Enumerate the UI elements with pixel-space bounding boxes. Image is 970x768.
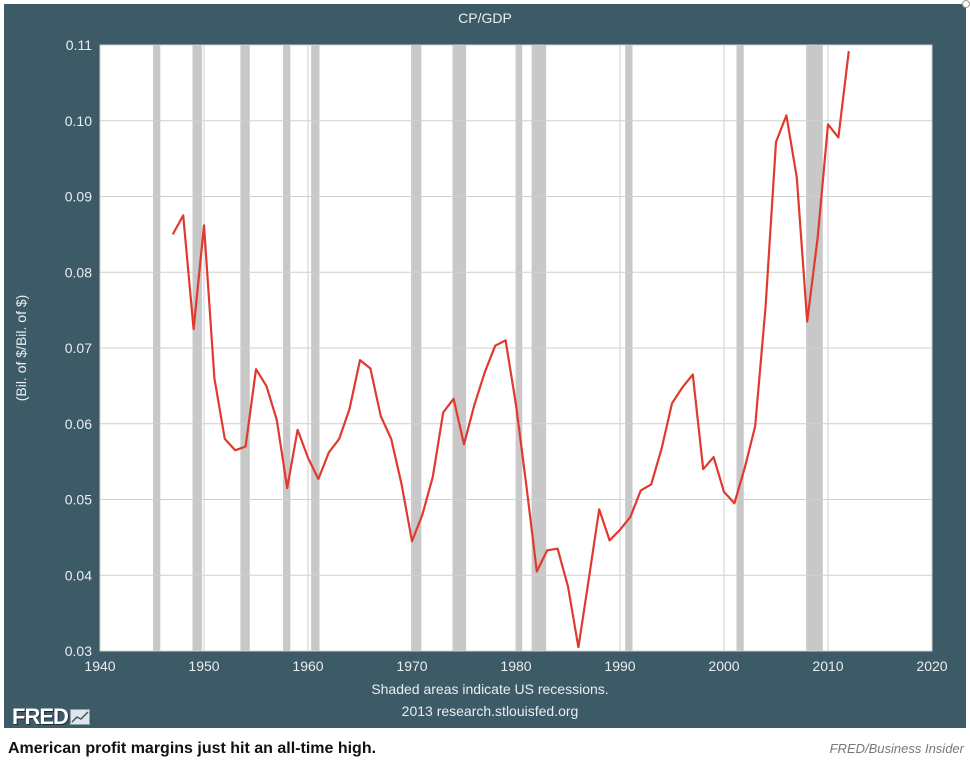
x-tick-label-2: 1960 [292, 658, 323, 674]
y-axis-label: (Bil. of $/Bil. of $) [13, 295, 29, 402]
chart-panel: 0.03 0.04 0.05 0.06 0.07 0.08 0.09 0.10 0.11 1940… [4, 4, 966, 730]
axis-ticks: 0.03 0.04 0.05 0.06 0.07 0.08 0.09 0.10 0.11 1940… [65, 37, 948, 674]
x-tick-label-0: 1940 [84, 658, 115, 674]
fred-logo: FRED [12, 704, 90, 730]
caption-headline: American profit margins just hit an all-… [8, 740, 377, 757]
x-tick-label-8: 2020 [916, 658, 947, 674]
image-credit: FRED/Business Insider [829, 741, 964, 756]
y-tick-label-7: 0.10 [65, 113, 92, 129]
x-tick-label-7: 2010 [812, 658, 843, 674]
y-tick-label-8: 0.11 [66, 37, 92, 53]
chart-svg: 0.03 0.04 0.05 0.06 0.07 0.08 0.09 0.10 0.11 1940… [13, 10, 948, 719]
y-tick-label-6: 0.09 [65, 189, 92, 205]
x-tick-label-1: 1950 [188, 658, 219, 674]
fred-chart-icon [69, 709, 90, 725]
y-tick-label-0: 0.03 [65, 643, 92, 659]
gridlines [99, 44, 933, 652]
series-layer [171, 50, 850, 649]
chart-title: CP/GDP [458, 10, 512, 26]
x-tick-label-5: 1990 [604, 658, 635, 674]
y-tick-label-4: 0.07 [65, 340, 92, 356]
series-line-0 [171, 50, 850, 649]
x-tick-label-3: 1970 [396, 658, 427, 674]
fred-logo-text: FRED [12, 704, 69, 729]
expand-icon[interactable] [962, 0, 970, 8]
y-tick-label-1: 0.04 [65, 567, 92, 583]
x-tick-label-6: 2000 [708, 658, 739, 674]
recession-note: Shaded areas indicate US recessions. [371, 681, 608, 697]
caption-bar: American profit margins just hit an all-… [0, 732, 970, 768]
y-tick-label-2: 0.05 [65, 492, 92, 508]
y-tick-label-5: 0.08 [65, 264, 92, 280]
source-note: 2013 research.stlouisfed.org [402, 703, 579, 719]
y-tick-label-3: 0.06 [65, 416, 92, 432]
x-tick-label-4: 1980 [500, 658, 531, 674]
